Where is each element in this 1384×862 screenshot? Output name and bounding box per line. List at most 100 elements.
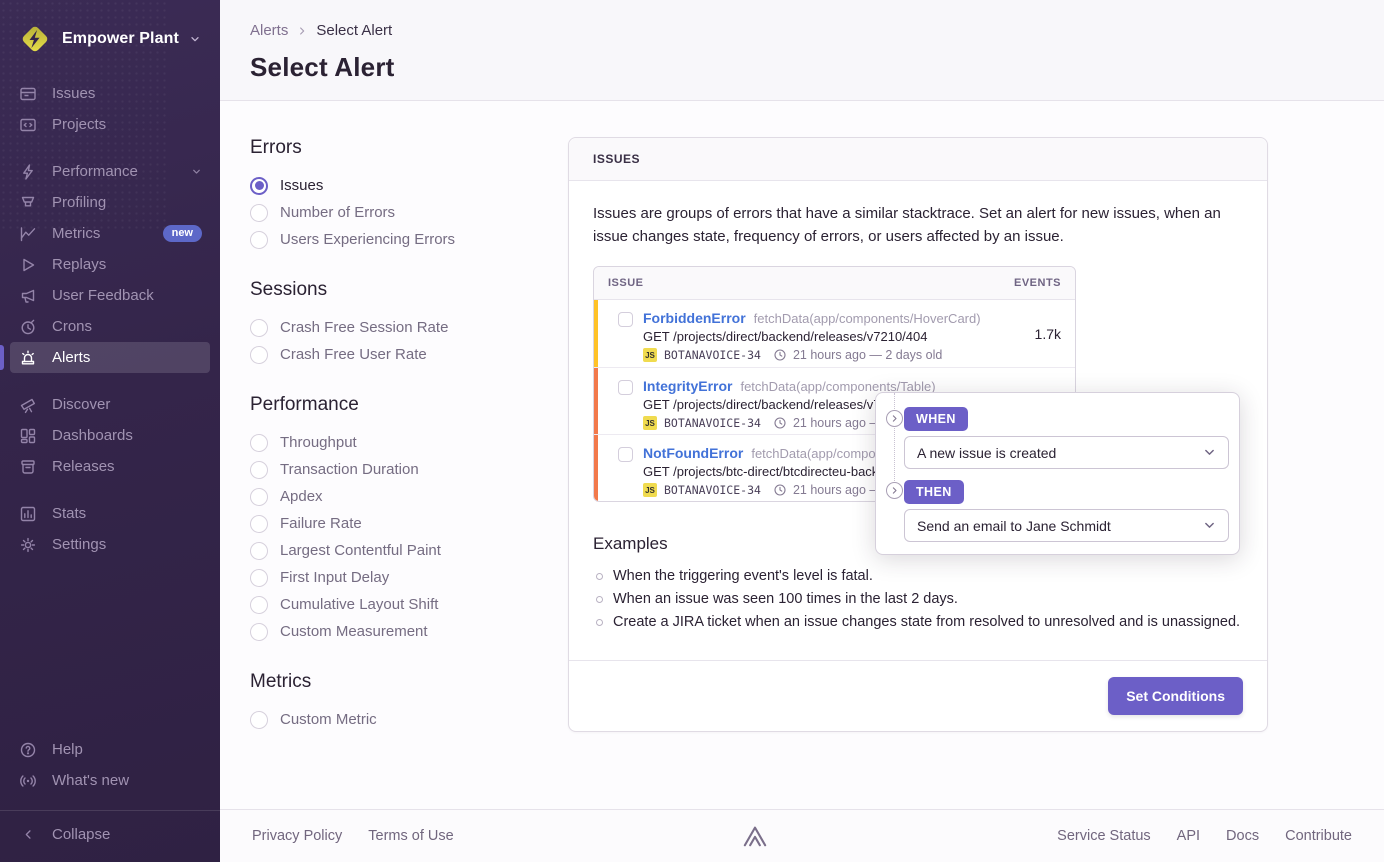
sidebar-item-dashboards[interactable]: Dashboards <box>10 420 210 451</box>
issue-title-link[interactable]: ForbiddenError <box>643 310 746 326</box>
radio-option-apdex[interactable]: Apdex <box>250 483 550 510</box>
radio-option-number-of-errors[interactable]: Number of Errors <box>250 199 550 226</box>
footer-left-links: Privacy Policy Terms of Use <box>252 828 454 844</box>
row-checkbox[interactable] <box>618 380 633 395</box>
user-feedback-icon <box>18 287 38 305</box>
projects-icon <box>18 116 38 134</box>
terms-of-use-link[interactable]: Terms of Use <box>368 828 454 844</box>
sidebar-item-metrics[interactable]: Metrics new <box>10 218 210 249</box>
sidebar-item-label: Settings <box>52 536 107 553</box>
api-link[interactable]: API <box>1176 828 1201 844</box>
when-condition-select[interactable]: A new issue is created <box>904 436 1229 469</box>
service-status-link[interactable]: Service Status <box>1057 828 1151 844</box>
radio-option-transaction-duration[interactable]: Transaction Duration <box>250 456 550 483</box>
panel-header: ISSUES <box>569 138 1267 181</box>
row-checkbox[interactable] <box>618 312 633 327</box>
chevron-down-icon <box>189 33 201 45</box>
sidebar-item-stats[interactable]: Stats <box>10 498 210 529</box>
radio-option-largest-contentful-paint[interactable]: Largest Contentful Paint <box>250 537 550 564</box>
collapse-button[interactable]: Collapse <box>10 819 210 850</box>
sentry-logo[interactable] <box>740 822 770 850</box>
radio-icon[interactable] <box>250 433 268 452</box>
chevron-right-icon <box>296 25 308 37</box>
issue-title-link[interactable]: NotFoundError <box>643 445 744 461</box>
radio-option-failure-rate[interactable]: Failure Rate <box>250 510 550 537</box>
sidebar: Empower Plant Issues Projects Performanc… <box>0 0 220 862</box>
section-performance: Performance Throughput Transaction Durat… <box>250 394 550 645</box>
level-indicator-warning <box>594 300 598 367</box>
issue-summary: NotFoundError fetchData(app/components/ … <box>643 445 1015 497</box>
sidebar-item-label: Issues <box>52 85 96 102</box>
issue-culprit: fetchData(app/components/ <box>751 446 912 461</box>
examples-heading: Examples <box>593 534 668 553</box>
row-checkbox[interactable] <box>618 447 633 462</box>
page-title: Select Alert <box>250 52 395 82</box>
privacy-policy-link[interactable]: Privacy Policy <box>252 828 343 844</box>
radio-icon[interactable] <box>250 595 268 614</box>
sidebar-item-performance[interactable]: Performance <box>10 156 210 187</box>
radio-icon[interactable] <box>250 514 268 533</box>
sidebar-item-label: Releases <box>52 458 115 475</box>
sidebar-item-help[interactable]: Help <box>10 734 210 765</box>
radio-option-custom-metric[interactable]: Custom Metric <box>250 706 550 733</box>
sidebar-item-user-feedback[interactable]: User Feedback <box>10 280 210 311</box>
sidebar-item-projects[interactable]: Projects <box>10 109 210 140</box>
docs-link[interactable]: Docs <box>1226 828 1260 844</box>
sidebar-item-settings[interactable]: Settings <box>10 529 210 560</box>
radio-selected-icon[interactable] <box>250 176 268 195</box>
issue-age: 21 hours ago — 2 days old <box>792 348 943 362</box>
org-switcher[interactable]: Empower Plant <box>0 16 220 68</box>
set-conditions-button[interactable]: Set Conditions <box>1108 677 1243 715</box>
then-action-select[interactable]: Send an email to Jane Schmidt <box>904 509 1229 542</box>
radio-icon[interactable] <box>250 318 268 337</box>
alerts-icon <box>18 349 38 367</box>
issue-short-id: BOTANAVOICE-34 <box>664 416 761 430</box>
radio-label: Largest Contentful Paint <box>280 542 441 559</box>
sidebar-item-profiling[interactable]: Profiling <box>10 187 210 218</box>
radio-option-first-input-delay[interactable]: First Input Delay <box>250 564 550 591</box>
issue-culprit: fetchData(app/components/Table) <box>740 379 936 394</box>
radio-option-crash-free-user-rate[interactable]: Crash Free User Rate <box>250 341 550 368</box>
sidebar-item-alerts[interactable]: Alerts <box>0 342 210 373</box>
sidebar-item-discover[interactable]: Discover <box>10 389 210 420</box>
radio-option-crash-free-session-rate[interactable]: Crash Free Session Rate <box>250 314 550 341</box>
whats-new-icon <box>18 772 38 790</box>
radio-option-custom-measurement[interactable]: Custom Measurement <box>250 618 550 645</box>
contribute-link[interactable]: Contribute <box>1285 828 1352 844</box>
radio-option-users-experiencing-errors[interactable]: Users Experiencing Errors <box>250 226 550 253</box>
chevron-down-icon <box>1203 446 1216 459</box>
sidebar-item-releases[interactable]: Releases <box>10 451 210 482</box>
sidebar-item-issues[interactable]: Issues <box>10 78 210 109</box>
table-row: NotFoundError fetchData(app/components/ … <box>594 434 1075 501</box>
radio-option-issues[interactable]: Issues <box>250 172 550 199</box>
breadcrumb-alerts[interactable]: Alerts <box>250 22 289 39</box>
content: Errors Issues Number of Errors Users Exp… <box>220 101 1384 809</box>
radio-icon[interactable] <box>250 345 268 364</box>
radio-label: Issues <box>280 177 324 194</box>
page-footer: Privacy Policy Terms of Use Service Stat… <box>220 809 1384 862</box>
radio-icon[interactable] <box>250 230 268 249</box>
radio-icon[interactable] <box>250 541 268 560</box>
clock-icon <box>774 349 786 361</box>
radio-icon[interactable] <box>250 203 268 222</box>
sidebar-item-label: Performance <box>52 163 138 180</box>
sidebar-nav-group: Stats Settings <box>0 498 220 560</box>
sidebar-item-whats-new[interactable]: What's new <box>10 765 210 796</box>
radio-icon[interactable] <box>250 487 268 506</box>
radio-icon[interactable] <box>250 460 268 479</box>
radio-option-throughput[interactable]: Throughput <box>250 429 550 456</box>
radio-icon[interactable] <box>250 710 268 729</box>
sidebar-item-label: Dashboards <box>52 427 133 444</box>
radio-icon[interactable] <box>250 568 268 587</box>
radio-icon[interactable] <box>250 622 268 641</box>
sidebar-item-replays[interactable]: Replays <box>10 249 210 280</box>
sidebar-item-label: Projects <box>52 116 107 133</box>
radio-option-cumulative-layout-shift[interactable]: Cumulative Layout Shift <box>250 591 550 618</box>
then-badge: THEN <box>904 480 964 504</box>
sidebar-item-crons[interactable]: Crons <box>10 311 210 342</box>
panel-description: Issues are groups of errors that have a … <box>593 205 1221 245</box>
issue-title-link[interactable]: IntegrityError <box>643 378 733 394</box>
replays-icon <box>18 256 38 274</box>
issues-icon <box>18 85 38 103</box>
profiling-icon <box>18 194 38 212</box>
